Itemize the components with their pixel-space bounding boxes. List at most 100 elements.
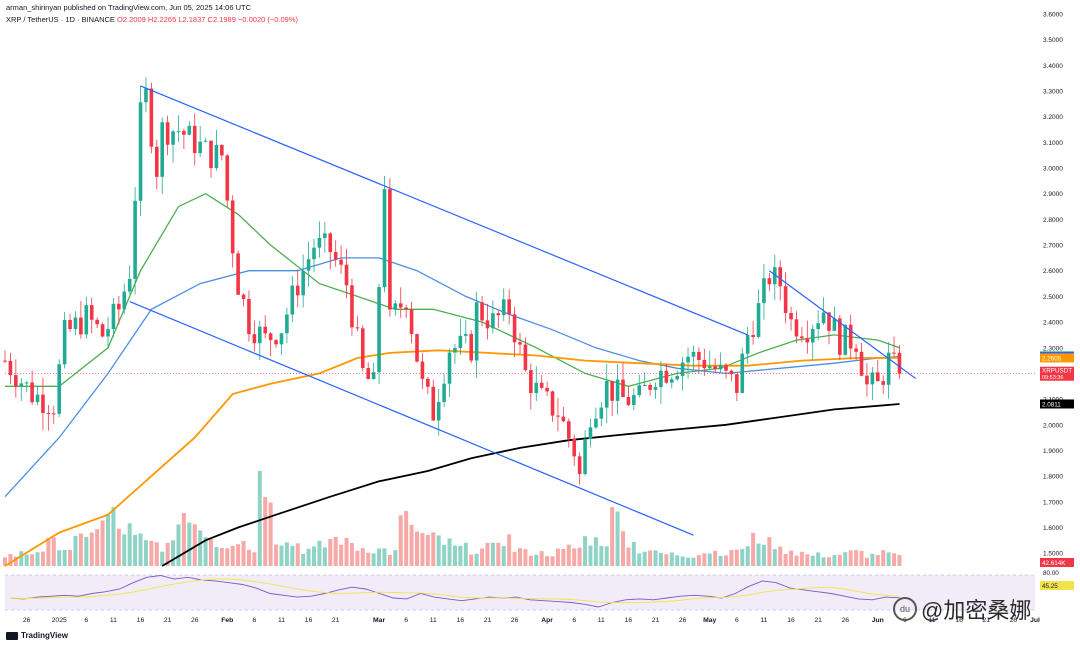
publisher-line: arman_shirinyan published on TradingView…	[6, 3, 252, 12]
volume-bar	[214, 546, 219, 566]
candle-body	[279, 333, 284, 345]
candle-body	[165, 122, 170, 145]
candle-body	[751, 335, 755, 337]
y-tick-label: 2.3000	[1043, 345, 1063, 352]
volume-bar	[442, 544, 447, 566]
volume-bar	[209, 539, 213, 566]
volume-bar	[3, 557, 7, 566]
x-tick-label: 21	[332, 617, 340, 624]
candle-body	[659, 370, 663, 388]
volume-bar	[436, 535, 441, 566]
candle-body	[588, 427, 593, 440]
y-tick-label: 1.9000	[1043, 448, 1063, 455]
volume-bar	[480, 548, 485, 566]
rsi-value-label: 45.25	[1042, 583, 1058, 590]
candle-body	[3, 360, 7, 362]
candle-body	[886, 352, 891, 385]
volume-bar	[512, 551, 517, 566]
volume-bar	[756, 543, 761, 566]
candle-body	[360, 328, 365, 368]
x-tick-label: Feb	[221, 617, 233, 624]
volume-bar	[187, 522, 192, 566]
x-tick-label: 26	[679, 617, 687, 624]
volume-bar	[100, 520, 105, 566]
candle-body	[854, 348, 858, 352]
candle-body	[713, 366, 717, 370]
candle-body	[697, 351, 701, 360]
volume-bar	[160, 551, 165, 566]
x-tick-label: 11	[760, 617, 767, 624]
candle-body	[686, 356, 690, 363]
symbol-name: XRP / TetherUS · 1D · BINANCE	[6, 15, 115, 24]
volume-bar	[116, 528, 121, 566]
y-tick-label: 2.5000	[1043, 294, 1063, 301]
candle-body	[382, 189, 387, 288]
volume-bar	[572, 548, 577, 566]
x-tick-label: 26	[841, 617, 849, 624]
candle-body	[469, 334, 474, 361]
y-tick-label: 3.2000	[1043, 114, 1063, 121]
candle-body	[816, 323, 820, 329]
volume-bar	[669, 552, 674, 566]
candle-body	[664, 370, 669, 383]
candle-body	[268, 333, 273, 341]
volume-bar	[84, 536, 89, 566]
x-tick-label: 6	[735, 617, 739, 624]
volume-bar	[740, 549, 745, 566]
x-tick-label: 6	[252, 617, 256, 624]
price-label-box	[1040, 366, 1074, 381]
volume-bar	[783, 553, 788, 566]
candle-body	[756, 303, 761, 337]
volume-bar	[89, 532, 94, 566]
candle-body	[225, 155, 230, 201]
candle-body	[594, 418, 598, 428]
volume-bar	[398, 515, 403, 566]
x-tick-label: 26	[191, 617, 199, 624]
candle-body	[621, 379, 625, 397]
volume-bar	[707, 553, 712, 566]
candle-body	[127, 278, 132, 292]
volume-bar	[496, 542, 501, 566]
volume-bar	[192, 524, 197, 566]
volume-bar	[73, 535, 78, 566]
candle-body	[339, 259, 343, 265]
candle-body	[648, 384, 652, 390]
volume-bar	[46, 537, 51, 566]
tradingview-footer[interactable]: TradingView	[6, 631, 68, 640]
tradingview-brand: TradingView	[21, 631, 68, 640]
candle-body	[100, 324, 105, 337]
moving-average-line	[4, 349, 900, 567]
candle-body	[707, 366, 712, 369]
candle-body	[599, 407, 604, 419]
volume-bar	[225, 548, 230, 566]
x-tick-label: Apr	[541, 617, 553, 624]
price-label-text: 2.2605	[1042, 355, 1062, 362]
x-tick-label: 16	[625, 617, 633, 624]
x-tick-label: 11	[928, 617, 935, 624]
volume-bar	[843, 552, 848, 566]
volume-bar	[127, 523, 132, 566]
volume-bar	[312, 546, 316, 566]
watermark-badge-icon: du	[893, 597, 917, 621]
volume-bar	[724, 555, 728, 566]
x-tick-label: 16	[305, 617, 313, 624]
candle-body	[377, 287, 381, 373]
candle-body	[436, 402, 441, 421]
x-tick-label: 6	[404, 617, 408, 624]
volume-bar	[165, 542, 170, 566]
volume-bar	[767, 537, 772, 566]
trendline	[140, 85, 748, 336]
moving-average-line	[161, 403, 900, 567]
candle-body	[642, 384, 647, 386]
candle-body	[149, 88, 154, 147]
volume-bar	[474, 553, 479, 566]
volume-bar	[317, 540, 322, 566]
candle-body	[192, 125, 197, 154]
volume-bar	[24, 554, 29, 566]
candle-body	[848, 324, 853, 349]
y-tick-label: 1.6000	[1043, 525, 1063, 532]
candle-body	[257, 326, 262, 344]
candle-body	[388, 189, 392, 310]
rsi-tick-label: 80.00	[1043, 570, 1059, 577]
